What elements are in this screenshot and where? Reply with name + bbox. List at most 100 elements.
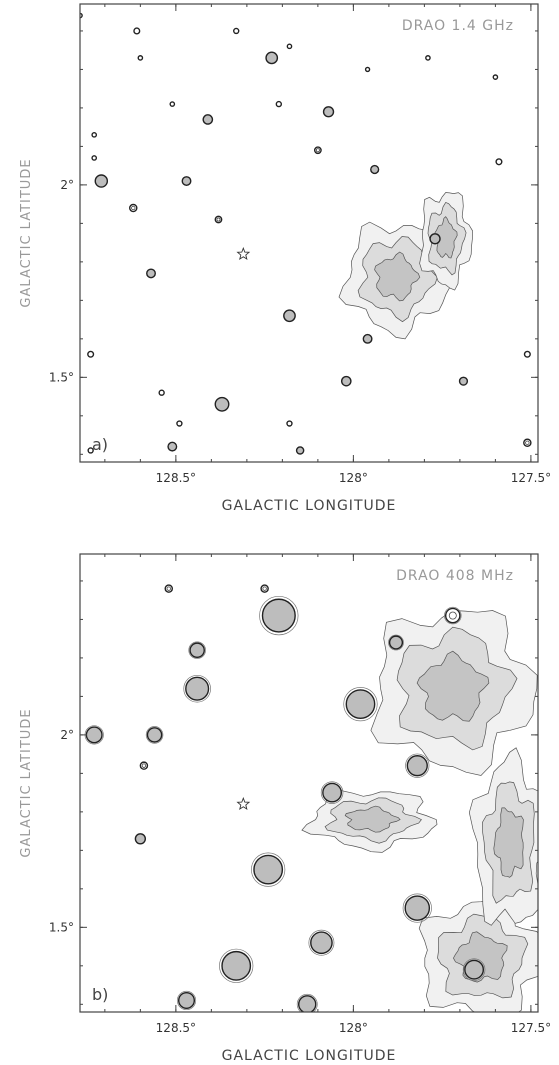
radio-source bbox=[146, 268, 156, 279]
radio-source bbox=[260, 584, 269, 593]
radio-source bbox=[87, 447, 94, 454]
plot-frame bbox=[79, 3, 539, 463]
radio-source bbox=[169, 101, 176, 107]
source-outer-contour bbox=[320, 781, 344, 804]
source-inner-contour bbox=[131, 205, 136, 211]
panel-a: 128.5° 128° 127.5° 2° 1.5° GALACTIC LONGITUDE… bbox=[19, 3, 551, 514]
source-inner-contour bbox=[525, 440, 530, 445]
radio-source bbox=[214, 396, 230, 412]
radio-source bbox=[464, 959, 485, 980]
radio-source bbox=[523, 438, 532, 448]
source-inner-contour bbox=[315, 148, 320, 153]
source-outer-contour bbox=[188, 641, 206, 659]
y-tick-label: 2° bbox=[60, 178, 74, 192]
y-tick-label: 2° bbox=[60, 728, 74, 742]
radio-source bbox=[406, 755, 428, 777]
radio-source bbox=[364, 66, 371, 73]
radio-source bbox=[146, 727, 163, 743]
radio-source bbox=[322, 782, 343, 803]
radio-source bbox=[458, 376, 469, 386]
x-tick-label: 128° bbox=[339, 471, 368, 485]
radio-source bbox=[91, 132, 98, 138]
radio-source bbox=[429, 233, 441, 245]
plot-frame bbox=[79, 553, 539, 1013]
radio-source bbox=[283, 309, 296, 323]
y-axis-label: GALACTIC LATITUDE bbox=[19, 708, 34, 857]
source-outer-contour bbox=[402, 893, 432, 923]
source-inner-contour bbox=[216, 217, 221, 222]
panel-b: 128.5° 128° 127.5° 2° 1.5° GALACTIC LONGITUDE… bbox=[19, 553, 551, 1064]
radio-source bbox=[94, 174, 109, 188]
radio-source bbox=[134, 833, 147, 845]
x-tick-label: 127.5° bbox=[511, 471, 551, 485]
radio-source bbox=[370, 164, 380, 175]
diffuse-contour bbox=[344, 805, 401, 833]
source-inner-contour bbox=[448, 611, 457, 620]
radio-source bbox=[310, 931, 333, 955]
source-outer-contour bbox=[145, 726, 164, 744]
radio-source bbox=[185, 676, 210, 701]
radio-source bbox=[253, 854, 284, 885]
radio-source bbox=[91, 155, 98, 161]
x-tick-label: 128.5° bbox=[156, 1021, 196, 1035]
radio-source bbox=[233, 27, 240, 35]
source-outer-contour bbox=[259, 595, 299, 636]
source-outer-contour bbox=[343, 686, 378, 722]
radio-source bbox=[133, 27, 141, 35]
diffuse-contour bbox=[416, 650, 490, 722]
radio-source bbox=[176, 420, 183, 427]
source-inner-contour bbox=[262, 586, 267, 591]
panel-title: DRAO 408 MHz bbox=[396, 568, 514, 584]
radio-source bbox=[340, 375, 352, 387]
radio-source bbox=[275, 100, 283, 108]
radio-source bbox=[137, 55, 144, 61]
radio-source bbox=[129, 203, 138, 213]
radio-source bbox=[167, 441, 178, 452]
diffuse-contour bbox=[493, 807, 524, 878]
y-axis-label: GALACTIC LATITUDE bbox=[19, 158, 34, 307]
source-outer-contour bbox=[388, 634, 404, 651]
source-outer-contour bbox=[296, 993, 318, 1012]
source-outer-contour bbox=[251, 852, 286, 887]
panel-label: a) bbox=[92, 435, 108, 454]
radio-source bbox=[164, 584, 174, 593]
x-tick-label: 128.5° bbox=[156, 471, 196, 485]
radio-source bbox=[139, 761, 149, 770]
plot-area bbox=[84, 584, 538, 1012]
radio-source bbox=[295, 446, 305, 455]
x-axis-label: GALACTIC LONGITUDE bbox=[222, 498, 397, 514]
x-axis-label: GALACTIC LONGITUDE bbox=[222, 1048, 397, 1064]
source-outer-contour bbox=[444, 606, 462, 625]
radio-source bbox=[261, 598, 296, 633]
radio-source bbox=[492, 74, 499, 80]
radio-source bbox=[286, 420, 293, 427]
star-marker bbox=[236, 246, 251, 260]
radio-source bbox=[202, 114, 214, 125]
radio-source bbox=[189, 642, 205, 659]
radio-source bbox=[158, 389, 165, 396]
diffuse-contour bbox=[374, 251, 421, 302]
source-outer-contour bbox=[308, 929, 335, 956]
radio-source bbox=[214, 215, 223, 224]
radio-source bbox=[425, 55, 431, 61]
radio-source bbox=[85, 726, 103, 744]
star-marker bbox=[236, 796, 251, 810]
panel-label: b) bbox=[92, 985, 108, 1004]
source-inner-contour bbox=[141, 763, 147, 768]
source-outer-contour bbox=[462, 958, 486, 981]
plot-area bbox=[80, 12, 532, 455]
radio-source bbox=[345, 689, 376, 720]
radio-source bbox=[265, 51, 279, 65]
radio-source bbox=[523, 350, 531, 358]
source-outer-contour bbox=[219, 948, 254, 983]
radio-source bbox=[221, 950, 252, 981]
source-outer-contour bbox=[405, 753, 430, 778]
radio-source bbox=[178, 991, 196, 1009]
radio-source bbox=[444, 607, 461, 624]
radio-source bbox=[495, 158, 503, 166]
x-tick-label: 128° bbox=[339, 1021, 368, 1035]
x-tick-label: 127.5° bbox=[511, 1021, 551, 1035]
radio-source bbox=[181, 176, 192, 187]
y-tick-label: 1.5° bbox=[49, 920, 74, 934]
